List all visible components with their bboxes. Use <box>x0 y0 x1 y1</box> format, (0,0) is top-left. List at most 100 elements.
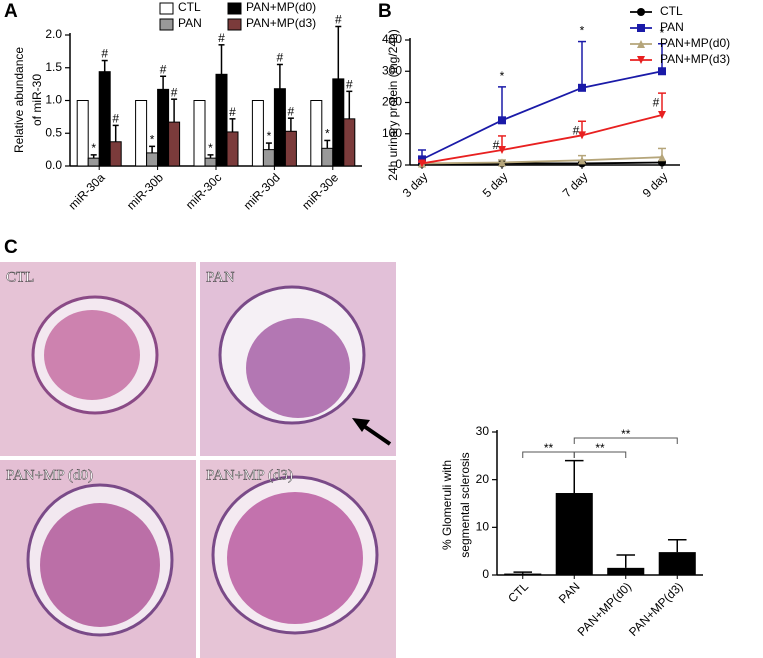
image-label: PAN <box>206 269 235 285</box>
y-axis-title: segmental sclerosis <box>458 452 472 557</box>
legend-label: CTL <box>178 0 201 14</box>
annotation: # <box>653 95 660 109</box>
x-tick-label: miR-30b <box>124 170 166 212</box>
x-tick-label: PAN+MP(d0) <box>575 579 634 638</box>
marker <box>498 116 506 125</box>
y-tick-label: 10 <box>476 520 490 534</box>
y-axis-title: Relative abundance <box>12 47 26 153</box>
marker <box>418 155 426 164</box>
marker <box>498 158 506 167</box>
marker <box>578 131 586 140</box>
annotation: * <box>660 26 665 40</box>
legend-swatch <box>159 18 174 31</box>
x-tick-label: 3 day <box>400 169 431 200</box>
y-tick-label: 0 <box>395 157 402 171</box>
bar <box>273 88 286 167</box>
y-tick-label: 20 <box>476 472 490 486</box>
y-axis-title: % Glomeruli with <box>440 460 454 550</box>
bar <box>504 573 542 575</box>
x-tick-label: miR-30d <box>241 170 283 212</box>
bar <box>555 493 593 575</box>
y-tick-label: 1.5 <box>45 60 62 74</box>
y-tick-label: 400 <box>382 32 402 46</box>
annotation: * <box>91 141 96 155</box>
legend-swatch <box>159 2 174 15</box>
annotation: # <box>101 47 108 61</box>
bar <box>193 100 206 167</box>
tuft <box>40 503 160 627</box>
marker <box>658 67 666 76</box>
annotation: # <box>229 105 236 119</box>
annotation: * <box>208 141 213 155</box>
bar <box>204 157 217 167</box>
arrow-head <box>352 418 370 432</box>
y-axis-title: of miR-30 <box>30 74 44 126</box>
x-tick-label: miR-30c <box>183 170 224 211</box>
bar <box>98 71 111 167</box>
legend-label: PAN <box>660 20 684 34</box>
image-label: CTL <box>6 269 34 285</box>
annotation: # <box>573 123 580 137</box>
x-tick-label: 5 day <box>480 169 511 200</box>
tuft <box>44 310 140 400</box>
image-label: PAN+MP (d0) <box>6 467 93 483</box>
bar <box>215 73 228 167</box>
legend-marker <box>637 40 645 48</box>
legend-marker <box>637 56 645 64</box>
bar <box>310 100 323 167</box>
series-line <box>421 114 663 165</box>
comparison-label: ** <box>621 427 631 441</box>
marker <box>578 83 586 92</box>
image-label: PAN+MP (d3) <box>206 467 293 483</box>
bar <box>284 130 297 167</box>
x-tick-label: PAN+MP(d3) <box>626 579 685 638</box>
panel-letter: A <box>4 1 18 22</box>
annotation: * <box>500 69 505 83</box>
series-line <box>421 156 663 165</box>
annotation: # <box>288 104 295 118</box>
bar <box>146 152 159 167</box>
legend-label: CTL <box>660 4 683 18</box>
annotation: # <box>335 13 342 27</box>
bar <box>321 147 334 167</box>
bar <box>262 149 275 167</box>
x-tick-label: 7 day <box>560 169 591 200</box>
marker <box>658 153 666 162</box>
y-tick-label: 0 <box>482 567 489 581</box>
marker <box>418 159 426 168</box>
annotation: # <box>112 112 119 126</box>
comparison-label: ** <box>544 441 554 455</box>
legend-label: PAN <box>178 16 202 30</box>
y-tick-label: 30 <box>476 424 490 438</box>
legend-label: PAN+MP(d0) <box>660 36 730 50</box>
legend-label: PAN+MP(d0) <box>246 0 316 14</box>
bar <box>157 88 170 167</box>
y-tick-label: 100 <box>382 126 402 140</box>
bar <box>251 100 264 167</box>
annotation: * <box>580 24 585 38</box>
y-axis-title: 24h urinary protein (mg/24h) <box>386 29 400 180</box>
y-tick-label: 2.0 <box>45 27 62 41</box>
x-tick-label: 9 day <box>640 169 671 200</box>
annotation: # <box>218 31 225 45</box>
bar <box>76 100 89 167</box>
y-tick-label: 300 <box>382 63 402 77</box>
annotation: # <box>277 51 284 65</box>
micrographs: CTL PAN PAN+MP (d0) PAN+MP (d3) <box>0 262 396 658</box>
legend-marker <box>637 8 645 16</box>
legend-swatch <box>227 18 242 31</box>
marker <box>498 146 506 154</box>
bar <box>135 100 148 167</box>
comparison-bracket <box>573 451 627 458</box>
bar <box>109 141 122 167</box>
x-tick-label: miR-30a <box>66 170 108 212</box>
x-tick-label: PAN <box>556 579 583 606</box>
annotation: * <box>150 133 155 147</box>
marker <box>658 111 666 119</box>
panel-letter: B <box>378 1 392 22</box>
y-tick-label: 0.0 <box>45 158 62 172</box>
bar <box>658 552 696 575</box>
legend-label: PAN+MP(d3) <box>660 52 730 66</box>
legend-marker <box>637 24 645 32</box>
